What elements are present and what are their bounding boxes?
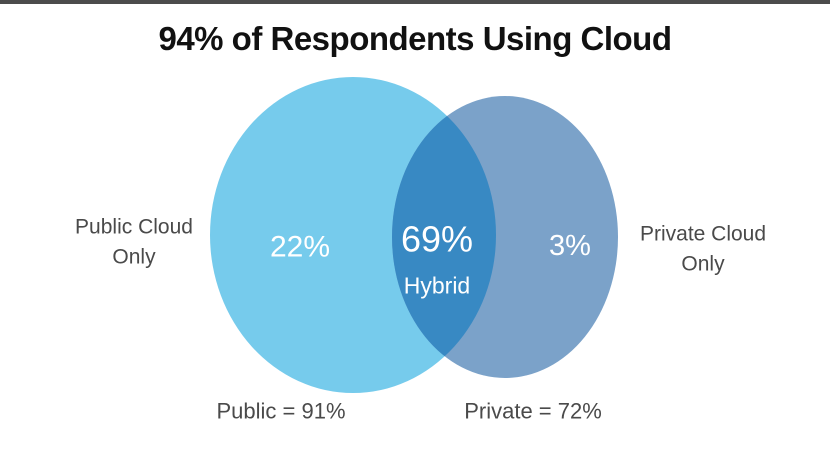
top-border-bar — [0, 0, 830, 4]
public-cloud-only-label: Public Cloud Only — [75, 215, 193, 269]
public-total-label: Public = 91% — [216, 398, 346, 424]
public-only-value: 22% — [269, 230, 331, 264]
hybrid-label: Hybrid — [403, 272, 471, 299]
private-cloud-only-label: Private Cloud Only — [639, 222, 767, 276]
chart-title: 94% of Respondents Using Cloud — [158, 20, 672, 57]
private-only-value: 3% — [549, 229, 591, 262]
private-total-label: Private = 72% — [464, 398, 602, 424]
hybrid-value: 69% — [400, 218, 474, 260]
hybrid-overlap-region — [392, 96, 496, 378]
